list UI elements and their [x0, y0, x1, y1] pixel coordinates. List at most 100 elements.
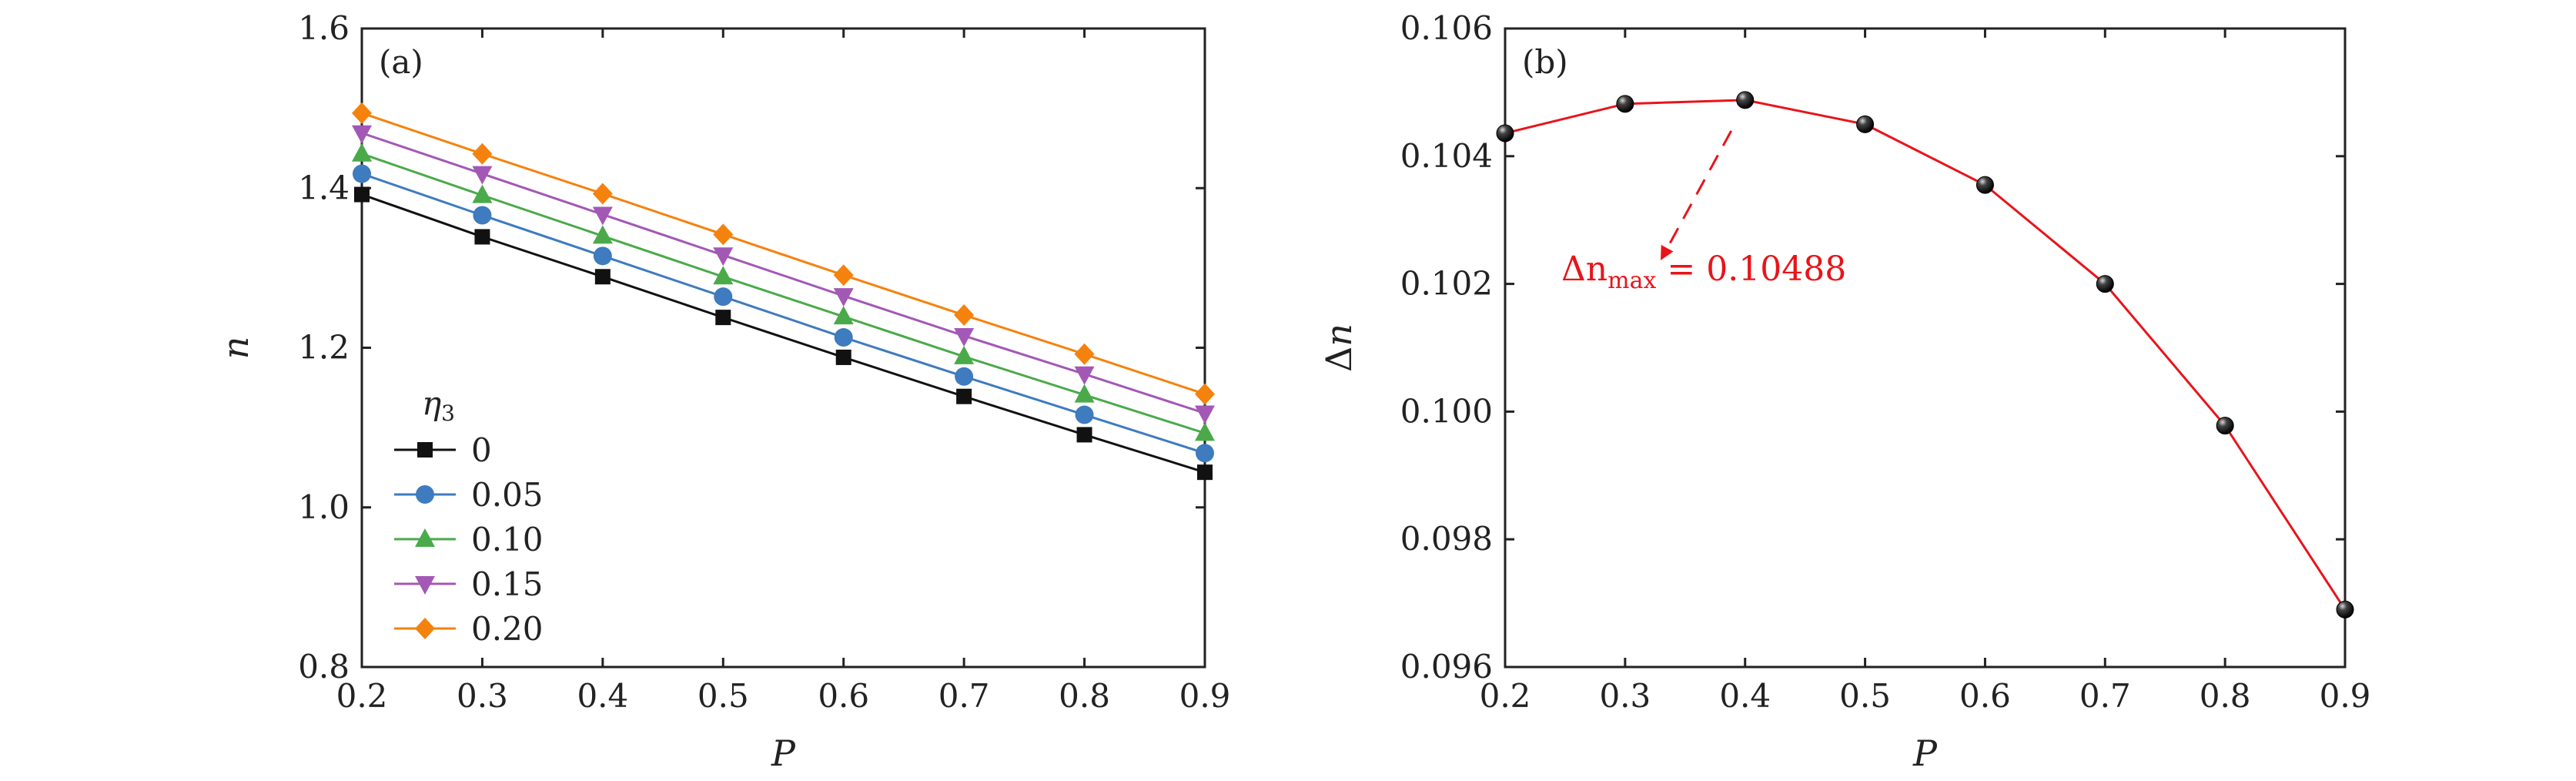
data-point: [714, 287, 733, 307]
axis-ticks-b: 0.2 0.3 0.4 0.5 0.6 0.7 0.8 0.9 0.096 0.098 0.100 0…: [1400, 9, 2371, 715]
y-tick-label: 0.100: [1400, 392, 1493, 430]
data-point: [472, 184, 493, 203]
y-tick-label: 0.8: [298, 648, 350, 685]
data-point: [833, 306, 854, 325]
data-point: [713, 223, 734, 246]
x-tick-label: 0.3: [457, 677, 508, 715]
x-tick-label: 0.3: [1599, 677, 1651, 715]
x-tick-label: 0.8: [2200, 677, 2251, 715]
series-markers-b: [1496, 91, 2354, 618]
data-point: [352, 125, 372, 144]
series-line-0.05: [361, 173, 1206, 454]
series-line-Δn: [1504, 99, 2347, 611]
data-point: [833, 288, 854, 307]
data-point: [833, 264, 854, 287]
plot-frame-b: [1504, 27, 2347, 669]
series-lines-b: [1504, 99, 2347, 611]
data-point: [2336, 600, 2354, 618]
data-point: [352, 142, 372, 162]
y-tick-label: 0.098: [1400, 520, 1493, 558]
data-point: [472, 166, 493, 185]
legend-label: 0: [471, 431, 492, 469]
panel-label-a: (a): [379, 43, 423, 81]
data-point: [592, 225, 613, 244]
data-point: [1075, 405, 1094, 424]
annotation-arrow: [1660, 130, 1733, 261]
x-tick-label: 0.7: [2079, 677, 2131, 715]
legend-label: 0.10: [471, 521, 544, 558]
x-tick-label: 0.5: [1839, 677, 1891, 715]
data-point: [1195, 422, 1215, 441]
x-tick-label: 0.2: [336, 677, 388, 715]
x-tick-label: 0.6: [1959, 677, 2011, 715]
data-point: [1196, 444, 1214, 463]
x-tick-label: 0.7: [938, 677, 990, 715]
panel-label-b: (b): [1522, 43, 1568, 81]
data-point: [474, 229, 490, 245]
legend-label: 0.20: [471, 610, 544, 648]
data-point: [592, 183, 613, 205]
legend-marker: [415, 576, 435, 595]
data-point: [1074, 366, 1095, 385]
data-point: [954, 327, 975, 347]
series-lines-a: [361, 112, 1206, 474]
series-line-0.15: [361, 132, 1206, 414]
x-tick-label: 0.4: [1719, 677, 1771, 715]
data-point: [834, 328, 853, 347]
y-tick-label: 0.096: [1400, 648, 1493, 685]
data-point: [594, 269, 611, 285]
data-point: [592, 206, 613, 226]
data-point: [472, 142, 493, 165]
chart-panel-a: 0.2 0.3 0.4 0.5 0.6 0.7 0.8 0.90.81.01.21.41.6 …: [215, 9, 1230, 774]
data-point: [715, 310, 731, 326]
legend-marker: [416, 485, 434, 504]
data-point: [1496, 124, 1514, 142]
y-tick-label: 0.106: [1400, 9, 1493, 47]
data-point: [473, 206, 492, 225]
data-point: [955, 367, 974, 386]
data-point: [354, 186, 370, 203]
data-point: [1736, 91, 1755, 109]
annotation-label: Δnmax = 0.10488: [1561, 250, 1846, 294]
data-point: [1616, 95, 1634, 113]
x-tick-label: 0.5: [698, 677, 749, 715]
y-tick-label: 1.6: [298, 9, 350, 47]
data-point: [1074, 384, 1095, 403]
legend-marker: [415, 618, 435, 639]
legend-marker: [415, 528, 435, 547]
legend-label: 0.05: [471, 476, 544, 514]
data-point: [713, 247, 734, 266]
data-point: [1197, 464, 1213, 481]
y-tick-label: 1.2: [298, 329, 350, 367]
data-point: [956, 388, 972, 404]
data-point: [1195, 383, 1215, 405]
legend-marker: [417, 442, 433, 458]
data-point: [593, 246, 612, 266]
x-tick-label: 0.9: [1179, 677, 1231, 715]
axis-ticks-a: 0.2 0.3 0.4 0.5 0.6 0.7 0.8 0.9 0.8 1.0 1.2 1.4 1.6: [298, 9, 1230, 715]
series-markers-a: [352, 102, 1215, 481]
data-point: [2216, 417, 2234, 435]
legend: η3 0 0.05 0.10 0.15 0.20: [394, 384, 544, 648]
y-tick-label: 0.104: [1400, 137, 1493, 175]
x-axis-title-b: P: [1912, 732, 1938, 774]
series-line-0: [361, 193, 1206, 474]
data-point: [352, 102, 372, 124]
data-point: [1076, 427, 1092, 443]
data-point: [1074, 343, 1095, 365]
legend-label: 0.15: [471, 565, 544, 603]
data-point: [954, 304, 975, 327]
x-axis-title-a: P: [771, 732, 796, 774]
data-point: [2096, 275, 2114, 293]
y-tick-label: 1.0: [298, 488, 350, 526]
y-tick-label: 0.102: [1400, 265, 1493, 303]
y-axis-title-b: Δn: [1318, 323, 1360, 372]
x-tick-label: 0.2: [1480, 677, 1531, 715]
x-tick-label: 0.9: [2320, 677, 2371, 715]
y-tick-label: 1.4: [298, 169, 350, 206]
data-point: [1856, 115, 1875, 133]
x-tick-label: 0.6: [818, 677, 869, 715]
data-point: [1195, 405, 1215, 424]
x-tick-label: 0.4: [577, 677, 628, 715]
